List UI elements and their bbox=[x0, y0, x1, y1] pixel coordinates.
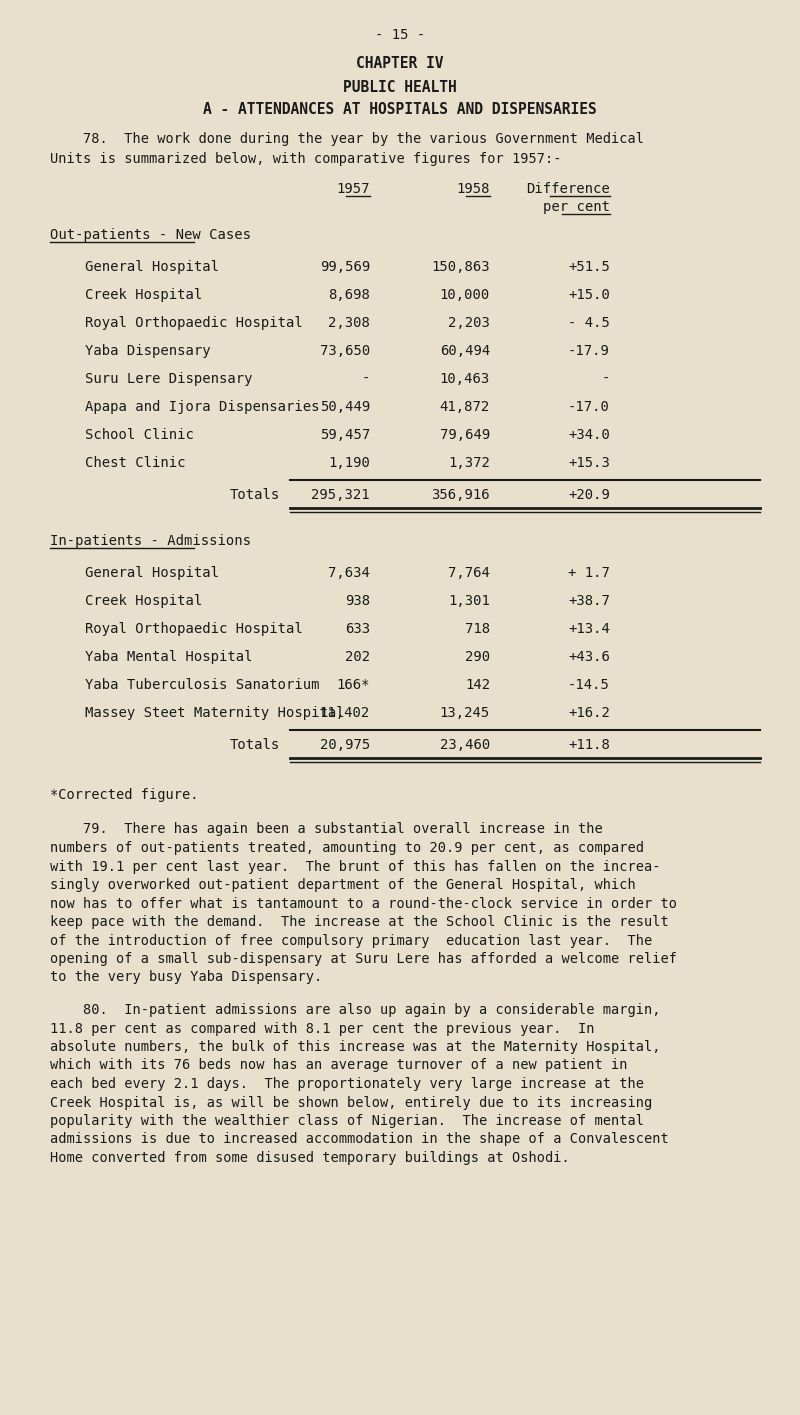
Text: 1958: 1958 bbox=[457, 183, 490, 197]
Text: 1,190: 1,190 bbox=[328, 456, 370, 470]
Text: 99,569: 99,569 bbox=[320, 260, 370, 275]
Text: 202: 202 bbox=[345, 649, 370, 664]
Text: +38.7: +38.7 bbox=[568, 594, 610, 608]
Text: 50,449: 50,449 bbox=[320, 400, 370, 415]
Text: Royal Orthopaedic Hospital: Royal Orthopaedic Hospital bbox=[85, 623, 302, 635]
Text: Creek Hospital: Creek Hospital bbox=[85, 594, 202, 608]
Text: with 19.1 per cent last year.  The brunt of this has fallen on the increa-: with 19.1 per cent last year. The brunt … bbox=[50, 859, 661, 873]
Text: 142: 142 bbox=[465, 678, 490, 692]
Text: In-patients - Admissions: In-patients - Admissions bbox=[50, 533, 251, 548]
Text: each bed every 2.1 days.  The proportionately very large increase at the: each bed every 2.1 days. The proportiona… bbox=[50, 1077, 644, 1091]
Text: keep pace with the demand.  The increase at the School Clinic is the result: keep pace with the demand. The increase … bbox=[50, 916, 669, 930]
Text: School Clinic: School Clinic bbox=[85, 427, 194, 441]
Text: 78.  The work done during the year by the various Government Medical: 78. The work done during the year by the… bbox=[50, 132, 644, 146]
Text: Apapa and Ijora Dispensaries: Apapa and Ijora Dispensaries bbox=[85, 400, 319, 415]
Text: CHAPTER IV: CHAPTER IV bbox=[356, 57, 444, 71]
Text: 11,402: 11,402 bbox=[320, 706, 370, 720]
Text: +51.5: +51.5 bbox=[568, 260, 610, 275]
Text: Yaba Tuberculosis Sanatorium: Yaba Tuberculosis Sanatorium bbox=[85, 678, 319, 692]
Text: 150,863: 150,863 bbox=[431, 260, 490, 275]
Text: - 4.5: - 4.5 bbox=[568, 316, 610, 330]
Text: +20.9: +20.9 bbox=[568, 488, 610, 502]
Text: 79.  There has again been a substantial overall increase in the: 79. There has again been a substantial o… bbox=[50, 822, 602, 836]
Text: -14.5: -14.5 bbox=[568, 678, 610, 692]
Text: Royal Orthopaedic Hospital: Royal Orthopaedic Hospital bbox=[85, 316, 302, 330]
Text: -17.0: -17.0 bbox=[568, 400, 610, 415]
Text: 59,457: 59,457 bbox=[320, 427, 370, 441]
Text: per cent: per cent bbox=[543, 200, 610, 214]
Text: Totals: Totals bbox=[230, 739, 280, 751]
Text: Yaba Dispensary: Yaba Dispensary bbox=[85, 344, 210, 358]
Text: Suru Lere Dispensary: Suru Lere Dispensary bbox=[85, 372, 253, 386]
Text: - 15 -: - 15 - bbox=[375, 28, 425, 42]
Text: 23,460: 23,460 bbox=[440, 739, 490, 751]
Text: Creek Hospital is, as will be shown below, entirely due to its increasing: Creek Hospital is, as will be shown belo… bbox=[50, 1095, 652, 1109]
Text: 290: 290 bbox=[465, 649, 490, 664]
Text: Out-patients - New Cases: Out-patients - New Cases bbox=[50, 228, 251, 242]
Text: Units is summarized below, with comparative figures for 1957:-: Units is summarized below, with comparat… bbox=[50, 151, 562, 166]
Text: Home converted from some disused temporary buildings at Oshodi.: Home converted from some disused tempora… bbox=[50, 1150, 570, 1165]
Text: Chest Clinic: Chest Clinic bbox=[85, 456, 186, 470]
Text: -: - bbox=[362, 372, 370, 386]
Text: 79,649: 79,649 bbox=[440, 427, 490, 441]
Text: Creek Hospital: Creek Hospital bbox=[85, 289, 202, 301]
Text: popularity with the wealthier class of Nigerian.  The increase of mental: popularity with the wealthier class of N… bbox=[50, 1114, 644, 1128]
Text: 73,650: 73,650 bbox=[320, 344, 370, 358]
Text: Totals: Totals bbox=[230, 488, 280, 502]
Text: absolute numbers, the bulk of this increase was at the Maternity Hospital,: absolute numbers, the bulk of this incre… bbox=[50, 1040, 661, 1054]
Text: 1957: 1957 bbox=[337, 183, 370, 197]
Text: 41,872: 41,872 bbox=[440, 400, 490, 415]
Text: opening of a small sub-dispensary at Suru Lere has afforded a welcome relief: opening of a small sub-dispensary at Sur… bbox=[50, 952, 677, 966]
Text: 13,245: 13,245 bbox=[440, 706, 490, 720]
Text: 20,975: 20,975 bbox=[320, 739, 370, 751]
Text: 166*: 166* bbox=[337, 678, 370, 692]
Text: -: - bbox=[602, 372, 610, 386]
Text: +34.0: +34.0 bbox=[568, 427, 610, 441]
Text: 7,764: 7,764 bbox=[448, 566, 490, 580]
Text: Difference: Difference bbox=[526, 183, 610, 197]
Text: +11.8: +11.8 bbox=[568, 739, 610, 751]
Text: +15.0: +15.0 bbox=[568, 289, 610, 301]
Text: 10,463: 10,463 bbox=[440, 372, 490, 386]
Text: + 1.7: + 1.7 bbox=[568, 566, 610, 580]
Text: +15.3: +15.3 bbox=[568, 456, 610, 470]
Text: Yaba Mental Hospital: Yaba Mental Hospital bbox=[85, 649, 253, 664]
Text: of the introduction of free compulsory primary  education last year.  The: of the introduction of free compulsory p… bbox=[50, 934, 652, 948]
Text: PUBLIC HEALTH: PUBLIC HEALTH bbox=[343, 81, 457, 95]
Text: 1,301: 1,301 bbox=[448, 594, 490, 608]
Text: +16.2: +16.2 bbox=[568, 706, 610, 720]
Text: 356,916: 356,916 bbox=[431, 488, 490, 502]
Text: 2,203: 2,203 bbox=[448, 316, 490, 330]
Text: 295,321: 295,321 bbox=[311, 488, 370, 502]
Text: which with its 76 beds now has an average turnover of a new patient in: which with its 76 beds now has an averag… bbox=[50, 1058, 627, 1073]
Text: A - ATTENDANCES AT HOSPITALS AND DISPENSARIES: A - ATTENDANCES AT HOSPITALS AND DISPENS… bbox=[203, 102, 597, 117]
Text: 633: 633 bbox=[345, 623, 370, 635]
Text: 7,634: 7,634 bbox=[328, 566, 370, 580]
Text: +43.6: +43.6 bbox=[568, 649, 610, 664]
Text: 8,698: 8,698 bbox=[328, 289, 370, 301]
Text: General Hospital: General Hospital bbox=[85, 260, 219, 275]
Text: Massey Steet Maternity Hospital: Massey Steet Maternity Hospital bbox=[85, 706, 345, 720]
Text: 938: 938 bbox=[345, 594, 370, 608]
Text: 11.8 per cent as compared with 8.1 per cent the previous year.  In: 11.8 per cent as compared with 8.1 per c… bbox=[50, 1022, 594, 1036]
Text: -17.9: -17.9 bbox=[568, 344, 610, 358]
Text: 80.  In-patient admissions are also up again by a considerable margin,: 80. In-patient admissions are also up ag… bbox=[50, 1003, 661, 1017]
Text: now has to offer what is tantamount to a round-the-clock service in order to: now has to offer what is tantamount to a… bbox=[50, 897, 677, 910]
Text: singly overworked out-patient department of the General Hospital, which: singly overworked out-patient department… bbox=[50, 877, 636, 891]
Text: 60,494: 60,494 bbox=[440, 344, 490, 358]
Text: *Corrected figure.: *Corrected figure. bbox=[50, 788, 198, 802]
Text: 10,000: 10,000 bbox=[440, 289, 490, 301]
Text: admissions is due to increased accommodation in the shape of a Convalescent: admissions is due to increased accommoda… bbox=[50, 1132, 669, 1146]
Text: numbers of out-patients treated, amounting to 20.9 per cent, as compared: numbers of out-patients treated, amounti… bbox=[50, 841, 644, 855]
Text: 1,372: 1,372 bbox=[448, 456, 490, 470]
Text: General Hospital: General Hospital bbox=[85, 566, 219, 580]
Text: to the very busy Yaba Dispensary.: to the very busy Yaba Dispensary. bbox=[50, 971, 322, 985]
Text: 718: 718 bbox=[465, 623, 490, 635]
Text: 2,308: 2,308 bbox=[328, 316, 370, 330]
Text: +13.4: +13.4 bbox=[568, 623, 610, 635]
